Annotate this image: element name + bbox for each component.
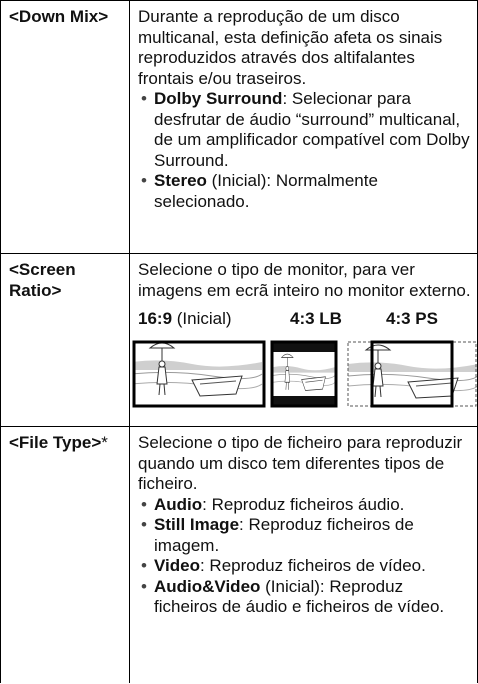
- text: : Reproduz ficheiros áudio.: [202, 494, 405, 514]
- row: <Screen Ratio> Selecione o tipo de monit…: [0, 253, 478, 427]
- options: 16:9 (Inicial) 4:3 LB 4:3 PS: [138, 309, 471, 330]
- setting-description: Selecione o tipo de ficheiro para reprod…: [129, 426, 478, 683]
- list-item: Stereo (Inicial): Normalmente selecionad…: [138, 171, 471, 212]
- label: <File Type>: [9, 433, 102, 452]
- paragraph: Selecione o tipo de monitor, para ver im…: [138, 260, 471, 300]
- term: Audio&Video: [154, 576, 261, 596]
- setting-name: <Screen Ratio>: [0, 253, 130, 427]
- label: <Down Mix>: [9, 7, 109, 26]
- list: Audio: Reproduz ficheiros áudio. Still I…: [138, 495, 471, 618]
- paragraph: Selecione o tipo de ficheiro para reprod…: [138, 433, 463, 493]
- text: : Selecionar para desfrutar de áudio “su…: [154, 89, 470, 170]
- term: Still Image: [154, 515, 240, 534]
- list-item: Dolby Surround: Selecionar para desfruta…: [138, 89, 471, 171]
- term: 4:3 LB: [290, 309, 342, 328]
- setting-name: <File Type>*: [0, 426, 130, 683]
- list-item: Video: Reproduz ficheiros de vídeo.: [138, 556, 471, 577]
- term: 4:3 PS: [386, 309, 438, 328]
- list-item: Audio: Reproduz ficheiros áudio.: [138, 495, 471, 516]
- text: : Reproduz ficheiros de imagem.: [154, 515, 414, 555]
- frame-4-3-ps: [347, 340, 477, 407]
- term: 16:9: [138, 309, 173, 328]
- list: Dolby Surround: Selecionar para desfruta…: [138, 89, 471, 212]
- text: (Inicial): Normalmente selecionado.: [154, 171, 378, 211]
- setting-description: Selecione o tipo de monitor, para ver im…: [129, 253, 478, 427]
- frame-4-3-lb: [270, 340, 338, 407]
- term: Dolby Surround: [154, 89, 283, 108]
- paragraph: Durante a reprodução de um disco multica…: [138, 7, 443, 88]
- term: Audio: [154, 494, 203, 514]
- option: 4:3 PS: [386, 309, 438, 330]
- setting-name: <Down Mix>: [0, 0, 130, 254]
- row: <Down Mix> Durante a reprodução de um di…: [0, 0, 478, 254]
- option: 16:9 (Inicial): [138, 309, 290, 330]
- term: Video: [154, 556, 200, 575]
- setting-description: Durante a reprodução de um disco multica…: [129, 0, 478, 254]
- term: Stereo: [154, 171, 207, 190]
- frame-16-9: [132, 340, 266, 407]
- text: (Inicial): [172, 309, 232, 328]
- row: <File Type>* Selecione o tipo de ficheir…: [0, 426, 478, 683]
- label-suffix: *: [101, 433, 108, 452]
- label: <Screen Ratio>: [9, 260, 76, 300]
- list-item: Audio&Video (Inicial): Reproduz ficheiro…: [138, 577, 471, 618]
- text: (Inicial): Reproduz ficheiros de áudio e…: [154, 576, 445, 617]
- ratio-illustrations: [132, 340, 477, 407]
- list-item: Still Image: Reproduz ficheiros de image…: [138, 515, 471, 556]
- option: 4:3 LB: [290, 309, 386, 330]
- text: : Reproduz ficheiros de vídeo.: [199, 556, 426, 575]
